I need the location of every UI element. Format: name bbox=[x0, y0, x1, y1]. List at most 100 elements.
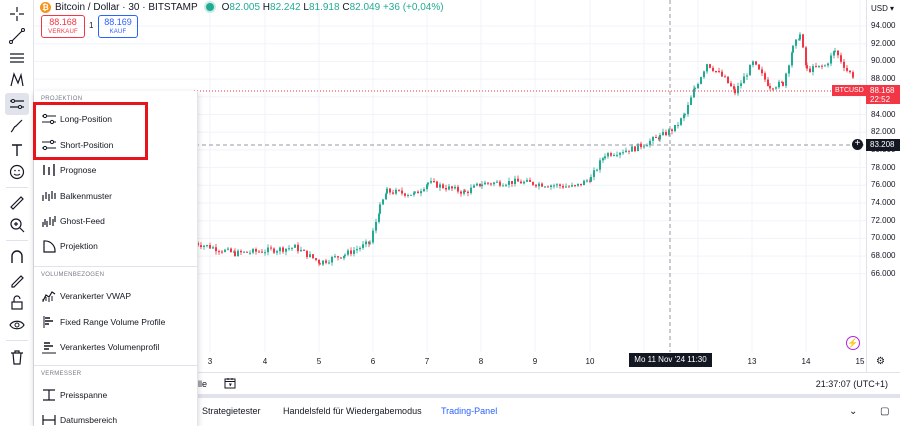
lock-drawings-tool[interactable] bbox=[5, 292, 29, 314]
price-label: 78.000 bbox=[871, 162, 896, 172]
time-label: 4 bbox=[262, 357, 268, 366]
crosshair-time-tag: Mo 11 Nov '24 11:30 bbox=[629, 353, 712, 367]
price-scale[interactable]: 94.00092.00090.00088.00086.00084.00082.0… bbox=[866, 0, 900, 372]
buy-button[interactable]: 88.169 KAUF bbox=[98, 15, 138, 38]
section-title-projection: PROJEKTION bbox=[41, 96, 83, 102]
ghost-feed-icon bbox=[39, 214, 59, 228]
menu-item-anchored-volume-profile[interactable]: Verankertes Volumenprofil bbox=[34, 335, 198, 359]
forecast-icon bbox=[39, 163, 59, 177]
price-label: 74.000 bbox=[871, 198, 896, 207]
fib-tool[interactable] bbox=[5, 47, 29, 69]
menu-item-fixed-range-volume-profile[interactable]: Fixed Range Volume Profile bbox=[34, 310, 198, 334]
menu-item-anchored-vwap[interactable]: Verankerter VWAP bbox=[34, 284, 198, 308]
price-label: 76.000 bbox=[871, 180, 896, 190]
trendline-tool[interactable] bbox=[5, 25, 29, 47]
symbol-price-tag: BTCUSD bbox=[832, 85, 867, 96]
tab-replay-trading[interactable]: Handelsfeld für Wiedergabemodus bbox=[283, 406, 422, 416]
short-position-icon bbox=[39, 138, 59, 152]
time-label: 8 bbox=[478, 357, 484, 366]
anchored-vwap-icon bbox=[39, 289, 59, 303]
price-label: 88.000 bbox=[871, 74, 896, 84]
menu-item-long-position[interactable]: Long-Position bbox=[34, 107, 198, 131]
time-label: 14 bbox=[801, 357, 811, 366]
toolbar-divider bbox=[6, 187, 28, 188]
sell-button[interactable]: 88.168 VERKAUF bbox=[41, 15, 85, 38]
projection-tools-menu: PROJEKTION Long-Position Short-Position … bbox=[34, 91, 198, 426]
menu-divider bbox=[34, 365, 198, 366]
menu-item-price-range[interactable]: Preisspanne bbox=[34, 383, 198, 407]
long-position-icon bbox=[10, 99, 24, 109]
pencil-lock-icon bbox=[11, 275, 24, 288]
bars-pattern-icon bbox=[39, 189, 59, 203]
brush-icon bbox=[10, 119, 23, 133]
long-position-icon bbox=[39, 112, 59, 126]
emoji-tool[interactable] bbox=[5, 161, 29, 183]
bitcoin-logo-icon: ₿ bbox=[40, 1, 51, 13]
crosshair-price-tag: 83.208 bbox=[866, 139, 900, 151]
text-icon bbox=[12, 144, 22, 156]
projection-tool[interactable] bbox=[5, 93, 29, 115]
toolbar-divider bbox=[6, 340, 28, 341]
toolbar-divider bbox=[6, 240, 28, 241]
market-status-icon[interactable] bbox=[205, 3, 214, 11]
price-label: 92.000 bbox=[871, 38, 896, 48]
unlock-icon bbox=[11, 295, 23, 310]
utc-clock[interactable]: 21:37:07 (UTC+1) bbox=[815, 378, 888, 389]
crosshair-tool[interactable] bbox=[5, 3, 29, 25]
current-price-tag: 88.168 22:52 bbox=[866, 85, 900, 104]
hide-drawings-tool[interactable] bbox=[5, 314, 29, 336]
price-label: 84.000 bbox=[871, 109, 896, 119]
maximize-panel-icon[interactable]: ▢ bbox=[880, 406, 890, 417]
text-tool[interactable] bbox=[5, 139, 29, 161]
tab-trading-panel[interactable]: Trading-Panel bbox=[441, 406, 498, 416]
remove-drawings-tool[interactable] bbox=[5, 346, 29, 368]
minimize-panel-icon[interactable]: ⌄ bbox=[849, 406, 858, 417]
xabcd-pattern-icon bbox=[10, 72, 24, 87]
add-plus-icon[interactable]: + bbox=[852, 139, 863, 150]
zoom-in-icon bbox=[10, 218, 25, 233]
status-bar: lle 21:37:07 (UTC+1) bbox=[34, 372, 900, 394]
menu-item-ghost-feed[interactable]: Ghost-Feed bbox=[34, 209, 198, 233]
smiley-icon bbox=[9, 164, 25, 180]
lightning-icon[interactable]: ⚡ bbox=[846, 336, 860, 350]
menu-item-projection[interactable]: Projektion bbox=[34, 234, 198, 258]
menu-item-date-range[interactable]: Datumsbereich bbox=[34, 408, 198, 426]
tab-strategy-tester[interactable]: Strategietester bbox=[202, 406, 261, 416]
time-label: 9 bbox=[532, 357, 538, 366]
time-label: 3 bbox=[207, 357, 213, 366]
price-label: 72.000 bbox=[871, 215, 896, 225]
zoom-tool[interactable] bbox=[5, 214, 29, 236]
chart-header: ₿ Bitcoin / Dollar · 30 · BITSTAMP O82.0… bbox=[40, 0, 444, 14]
time-label: 13 bbox=[747, 357, 757, 366]
pattern-tool[interactable] bbox=[5, 69, 29, 91]
trendline-icon bbox=[9, 28, 25, 44]
goto-date-icon[interactable] bbox=[224, 377, 236, 389]
magnet-tool[interactable] bbox=[5, 246, 29, 268]
price-label: 82.000 bbox=[871, 127, 896, 137]
settings-gear-icon[interactable]: ⚙ bbox=[876, 356, 885, 367]
stay-drawing-tool[interactable] bbox=[5, 269, 29, 291]
ohlc-values: O82.005 H82.242 L81.918 C82.049 +36 (+0,… bbox=[221, 1, 444, 13]
symbol-title[interactable]: Bitcoin / Dollar · 30 · BITSTAMP bbox=[55, 1, 198, 13]
section-title-measurer: VERMESSER bbox=[41, 371, 82, 377]
price-label: 68.000 bbox=[871, 251, 896, 261]
chevron-down-icon: ▾ bbox=[889, 4, 894, 13]
brush-tool[interactable] bbox=[5, 115, 29, 137]
fixed-range-volume-icon bbox=[39, 315, 59, 329]
section-title-volume: VOLUMENBEZOGEN bbox=[41, 272, 105, 278]
ruler-tool[interactable] bbox=[5, 192, 29, 214]
trash-icon bbox=[11, 350, 23, 365]
crosshair-icon bbox=[10, 7, 24, 21]
price-label: 66.000 bbox=[871, 268, 896, 278]
currency-selector[interactable]: USD ▾ bbox=[871, 4, 894, 13]
price-label: 90.000 bbox=[871, 56, 896, 66]
eye-icon bbox=[9, 320, 25, 330]
menu-item-bars-pattern[interactable]: Balkenmuster bbox=[34, 184, 198, 208]
menu-item-forecast[interactable]: Prognose bbox=[34, 158, 198, 182]
menu-item-short-position[interactable]: Short-Position bbox=[34, 133, 198, 157]
magnet-icon bbox=[11, 250, 23, 263]
bottom-panel-tabs: Strategietester Handelsfeld für Wiederga… bbox=[34, 394, 900, 426]
fib-retracement-icon bbox=[10, 53, 24, 63]
time-label: 15 bbox=[855, 357, 865, 366]
